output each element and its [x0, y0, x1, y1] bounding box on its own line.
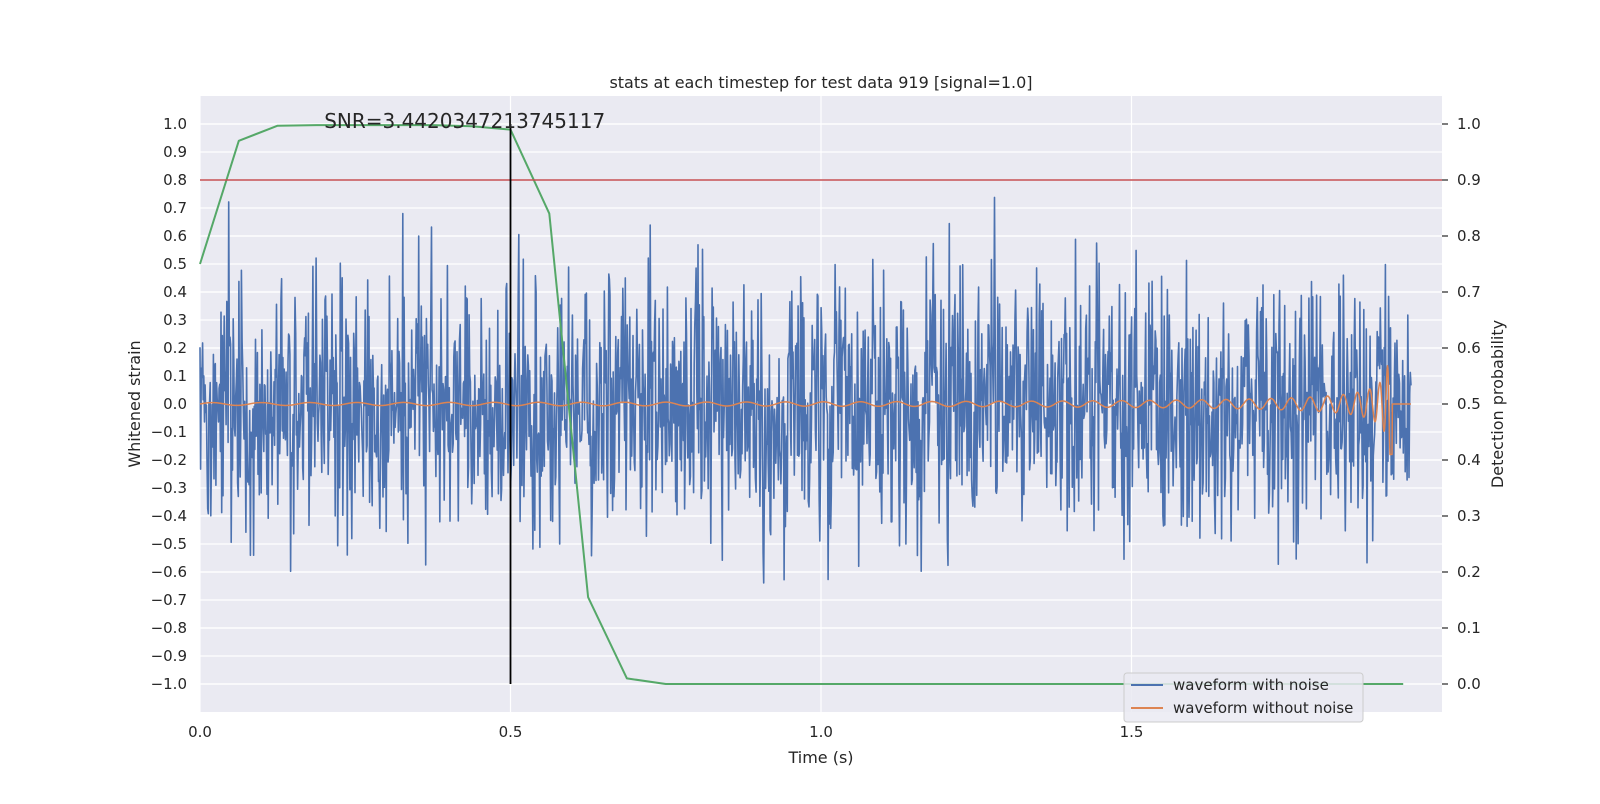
- y-axis-label-left: Whitened strain: [125, 340, 144, 467]
- y-right-tick-label: 0.1: [1457, 619, 1481, 637]
- tick-layer: 0.0 0.5 1.0 1.5 1.0 0.9 0.8 0.7 0.6 0.5 0.4 0.3 0.2 0…: [151, 115, 1481, 741]
- y-left-tick-label: 0.4: [163, 283, 187, 301]
- series-line-waveform-with-noise: [199, 196, 1412, 584]
- y-left-tick-label: 0.5: [163, 255, 187, 273]
- y-left-tick-label: −0.9: [151, 647, 187, 665]
- series-line-waveform-without-noise: [199, 365, 1412, 456]
- y-right-tick-label: 0.4: [1457, 451, 1481, 469]
- y-right-tick-label: 0.2: [1457, 563, 1481, 581]
- snr-annotation: SNR=3.4420347213745117: [324, 109, 605, 133]
- y-right-tick-label: 0.9: [1457, 171, 1481, 189]
- y-left-tick-label: 0.3: [163, 311, 187, 329]
- y-axis-label-right: Detection probability: [1488, 320, 1507, 488]
- y-left-tick-label: −0.3: [151, 479, 187, 497]
- y-right-tick-label: 0.5: [1457, 395, 1481, 413]
- y-left-tick-label: 1.0: [163, 115, 187, 133]
- series-layer: [199, 124, 1412, 685]
- x-tick-label: 0.0: [188, 723, 212, 741]
- y-left-tick-label: 0.8: [163, 171, 187, 189]
- y-left-tick-label: −0.1: [151, 423, 187, 441]
- y-left-tick-label: 0.1: [163, 367, 187, 385]
- y-left-tick-label: 0.7: [163, 199, 187, 217]
- y-left-tick-label: 0.0: [163, 395, 187, 413]
- series-line-detection-probability: [199, 124, 1404, 685]
- y-right-tick-label: 0.6: [1457, 339, 1481, 357]
- y-right-tick-label: 0.8: [1457, 227, 1481, 245]
- y-right-tick-label: 0.7: [1457, 283, 1481, 301]
- y-right-tick-label: 0.0: [1457, 675, 1481, 693]
- y-left-tick-label: −0.6: [151, 563, 187, 581]
- x-tick-label: 1.5: [1120, 723, 1144, 741]
- y-left-tick-label: −0.4: [151, 507, 187, 525]
- y-left-tick-label: 0.6: [163, 227, 187, 245]
- y-left-tick-label: −1.0: [151, 675, 187, 693]
- y-right-tick-label: 0.3: [1457, 507, 1481, 525]
- y-left-tick-label: −0.2: [151, 451, 187, 469]
- x-axis-label: Time (s): [787, 748, 853, 767]
- legend-label-clean: waveform without noise: [1173, 699, 1353, 717]
- x-tick-label: 0.5: [499, 723, 523, 741]
- y-left-tick-label: 0.2: [163, 339, 187, 357]
- legend-box: [1123, 672, 1364, 723]
- y-left-tick-label: −0.5: [151, 535, 187, 553]
- chart-title: stats at each timestep for test data 919…: [609, 73, 1032, 92]
- legend-label-noise: waveform with noise: [1173, 676, 1329, 694]
- legend: waveform with noise waveform without noi…: [1123, 672, 1364, 723]
- y-left-tick-label: −0.8: [151, 619, 187, 637]
- y-right-tick-label: 1.0: [1457, 115, 1481, 133]
- y-left-tick-label: −0.7: [151, 591, 187, 609]
- reference-lines-layer: [200, 124, 1442, 684]
- y-left-tick-label: 0.9: [163, 143, 187, 161]
- x-tick-label: 1.0: [809, 723, 833, 741]
